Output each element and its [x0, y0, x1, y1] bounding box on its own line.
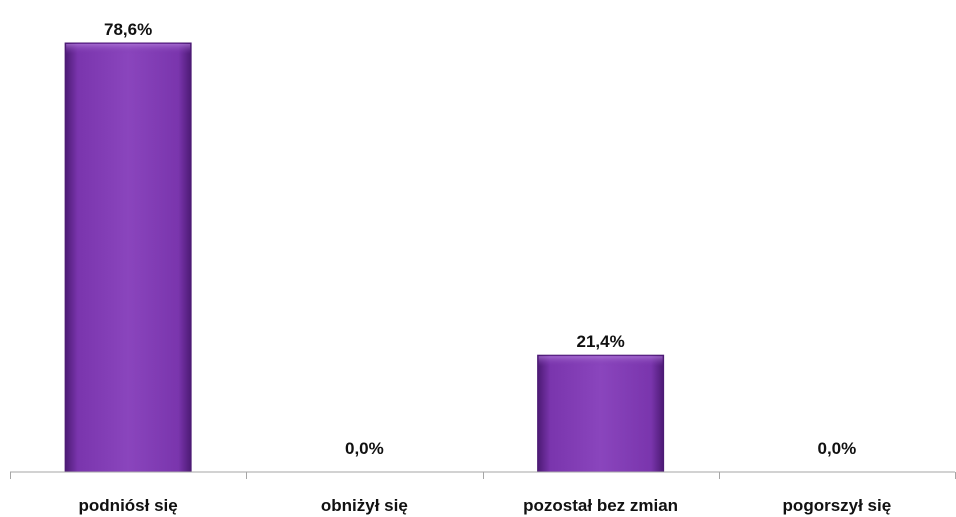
data-label: 0,0%: [345, 439, 384, 458]
category-label: pogorszył się: [783, 496, 892, 515]
bar: [537, 354, 665, 473]
category-label: podniósł się: [79, 496, 178, 515]
bar-body: [64, 42, 192, 473]
bar-body: [537, 354, 665, 473]
data-label: 21,4%: [577, 332, 625, 351]
bar-bevel: [66, 44, 191, 54]
bar-bevel: [538, 356, 663, 367]
category-label: pozostał bez zmian: [523, 496, 678, 515]
x-axis: [10, 471, 956, 479]
labels-layer: 78,6% podniósł się 0,0% obniżył się 21,4% poz…: [79, 20, 892, 515]
bar: [64, 42, 192, 473]
data-label: 78,6%: [104, 20, 152, 39]
category-label: obniżył się: [321, 496, 408, 515]
bars-layer: [64, 42, 665, 473]
data-label: 0,0%: [818, 439, 857, 458]
